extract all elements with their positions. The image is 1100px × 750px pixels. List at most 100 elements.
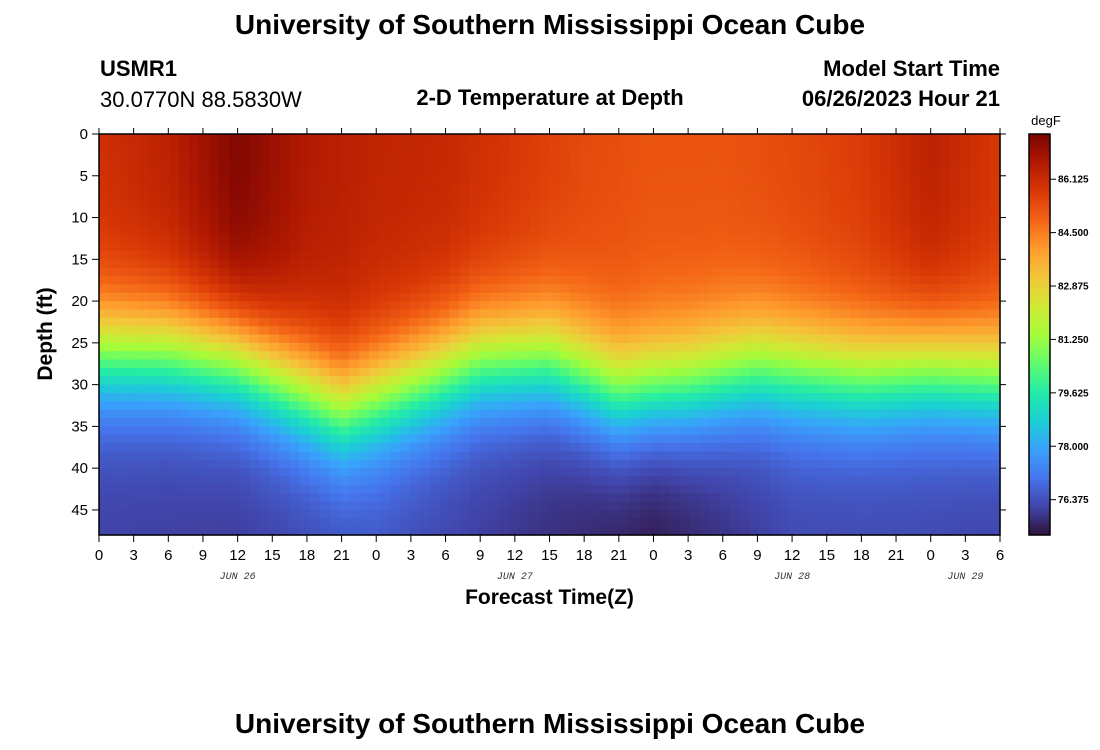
heatmap-cell <box>679 526 691 536</box>
heatmap-cell <box>699 150 711 160</box>
heatmap-cell <box>429 334 440 344</box>
heatmap-cell <box>849 359 861 369</box>
heatmap-cell <box>689 384 701 394</box>
heatmap-cell <box>259 426 270 436</box>
heatmap-cell <box>579 367 591 377</box>
heatmap-cell <box>869 401 881 411</box>
heatmap-cell <box>319 259 330 269</box>
heatmap-cell <box>249 451 260 461</box>
heatmap-cell <box>169 351 180 361</box>
heatmap-cell <box>339 493 350 503</box>
heatmap-cell <box>849 334 861 344</box>
heatmap-cell <box>829 493 841 503</box>
heatmap-cell <box>929 250 941 260</box>
heatmap-cell <box>939 175 951 185</box>
heatmap-cell <box>339 134 350 143</box>
heatmap-cell <box>739 309 751 319</box>
heatmap-cell <box>819 309 831 319</box>
heatmap-cell <box>179 459 190 469</box>
heatmap-cell <box>169 192 180 202</box>
heatmap-cell <box>169 209 180 219</box>
heatmap-cell <box>909 200 921 210</box>
heatmap-cell <box>409 426 420 436</box>
heatmap-cell <box>99 468 110 478</box>
heatmap-cell <box>489 509 501 519</box>
heatmap-cell <box>949 426 961 436</box>
heatmap-cell <box>389 309 400 319</box>
heatmap-cell <box>199 334 210 344</box>
heatmap-cell <box>889 234 901 244</box>
heatmap-cell <box>549 434 561 444</box>
heatmap-cell <box>279 459 290 469</box>
heatmap-cell <box>539 150 551 160</box>
heatmap-cell <box>179 376 190 386</box>
heatmap-cell <box>419 217 430 227</box>
heatmap-cell <box>629 175 641 185</box>
heatmap-cell <box>639 259 651 269</box>
heatmap-cell <box>929 434 941 444</box>
heatmap-cell <box>519 200 531 210</box>
heatmap-cell <box>779 434 791 444</box>
heatmap-cell <box>559 267 571 277</box>
heatmap-cell <box>319 250 330 260</box>
heatmap-cell <box>809 142 821 152</box>
heatmap-cell <box>889 526 901 536</box>
heatmap-cell <box>409 234 420 244</box>
heatmap-cell <box>699 476 711 486</box>
heatmap-cell <box>129 142 140 152</box>
heatmap-cell <box>909 451 921 461</box>
heatmap-cell <box>219 167 230 177</box>
heatmap-cell <box>589 384 601 394</box>
heatmap-cell <box>369 200 380 210</box>
heatmap-cell <box>709 134 721 143</box>
heatmap-cell <box>439 242 450 252</box>
heatmap-cell <box>859 459 871 469</box>
heatmap-cell <box>279 292 290 302</box>
heatmap-cell <box>369 351 380 361</box>
heatmap-cell <box>579 509 591 519</box>
heatmap-cell <box>689 326 701 336</box>
heatmap-cell <box>739 242 751 252</box>
heatmap-cell <box>869 134 881 143</box>
heatmap-cell <box>869 200 881 210</box>
heatmap-cell <box>529 184 541 194</box>
heatmap-cell <box>379 234 390 244</box>
heatmap-cell <box>339 342 350 352</box>
heatmap-cell <box>489 326 501 336</box>
heatmap-cell <box>709 484 721 494</box>
heatmap-cell <box>629 443 641 453</box>
heatmap-cell <box>669 184 681 194</box>
heatmap-cell <box>929 184 941 194</box>
heatmap-cell <box>129 468 140 478</box>
heatmap-cell <box>629 409 641 419</box>
heatmap-cell <box>559 359 571 369</box>
heatmap-cell <box>629 476 641 486</box>
heatmap-cell <box>479 459 491 469</box>
heatmap-cell <box>619 376 631 386</box>
heatmap-cell <box>349 142 360 152</box>
heatmap-cell <box>939 276 951 285</box>
heatmap-cell <box>459 426 471 436</box>
heatmap-cell <box>429 134 440 143</box>
heatmap-cell <box>169 409 180 419</box>
heatmap-cell <box>449 434 460 444</box>
heatmap-cell <box>589 142 601 152</box>
heatmap-cell <box>609 167 621 177</box>
heatmap-cell <box>769 501 781 511</box>
heatmap-cell <box>729 242 741 252</box>
heatmap-cell <box>449 284 460 294</box>
heatmap-cell <box>359 418 370 427</box>
heatmap-cell <box>239 225 250 235</box>
heatmap-cell <box>659 434 671 444</box>
heatmap-cell <box>579 401 591 411</box>
heatmap-cell <box>669 225 681 235</box>
heatmap-cell <box>219 376 230 386</box>
heatmap-cell <box>679 434 691 444</box>
heatmap-cell <box>339 175 350 185</box>
heatmap-cell <box>849 476 861 486</box>
heatmap-cell <box>609 309 621 319</box>
heatmap-cell <box>709 376 721 386</box>
heatmap-cell <box>599 259 611 269</box>
heatmap-cell <box>789 142 801 152</box>
heatmap-cell <box>239 509 250 519</box>
